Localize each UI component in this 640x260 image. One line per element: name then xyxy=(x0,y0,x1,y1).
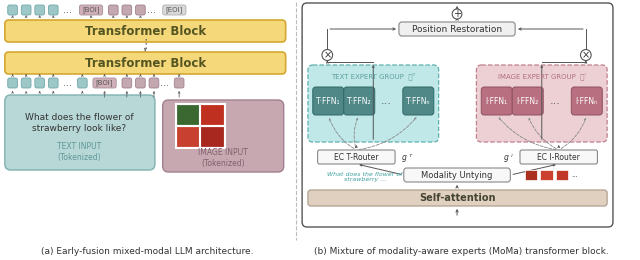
FancyBboxPatch shape xyxy=(49,5,58,15)
Text: TEXT EXPERT GROUP  𝑔ᵀ: TEXT EXPERT GROUP 𝑔ᵀ xyxy=(331,72,415,80)
FancyBboxPatch shape xyxy=(122,78,132,88)
Bar xyxy=(540,170,553,180)
Text: (b) Mixture of modality-aware experts (MoMa) transformer block.: (b) Mixture of modality-aware experts (M… xyxy=(314,248,608,257)
FancyBboxPatch shape xyxy=(344,87,375,115)
Text: ...: ... xyxy=(160,78,169,88)
FancyBboxPatch shape xyxy=(302,3,613,227)
Bar xyxy=(200,104,224,125)
FancyBboxPatch shape xyxy=(163,5,186,15)
FancyBboxPatch shape xyxy=(404,168,510,182)
FancyBboxPatch shape xyxy=(5,52,285,74)
FancyBboxPatch shape xyxy=(476,65,607,142)
Text: T·FFN₂: T·FFN₂ xyxy=(347,96,372,106)
FancyBboxPatch shape xyxy=(79,5,102,15)
FancyBboxPatch shape xyxy=(8,78,17,88)
FancyBboxPatch shape xyxy=(174,78,184,88)
Text: +: + xyxy=(453,9,461,19)
Text: ...: ... xyxy=(63,78,72,88)
FancyBboxPatch shape xyxy=(21,78,31,88)
Text: [EOI]: [EOI] xyxy=(166,6,183,13)
FancyBboxPatch shape xyxy=(77,78,87,88)
Bar xyxy=(176,104,200,125)
Text: ...: ... xyxy=(571,172,577,178)
FancyBboxPatch shape xyxy=(21,5,31,15)
FancyBboxPatch shape xyxy=(136,78,145,88)
Text: g ᵀ: g ᵀ xyxy=(402,153,412,161)
Text: What does the flower of
strawberry ...: What does the flower of strawberry ... xyxy=(327,172,403,183)
Text: IMAGE EXPERT GROUP  𝑔ᴵ: IMAGE EXPERT GROUP 𝑔ᴵ xyxy=(498,72,586,80)
FancyBboxPatch shape xyxy=(8,5,17,15)
Text: T·FFN₁: T·FFN₁ xyxy=(316,96,340,106)
Bar xyxy=(556,170,568,180)
Text: I·FFN₂: I·FFN₂ xyxy=(516,96,539,106)
Text: ×: × xyxy=(323,50,332,60)
Text: Transformer Block: Transformer Block xyxy=(84,24,206,37)
Text: [BOI]: [BOI] xyxy=(83,6,100,13)
FancyBboxPatch shape xyxy=(512,87,543,115)
Circle shape xyxy=(452,9,462,19)
FancyBboxPatch shape xyxy=(520,150,598,164)
FancyBboxPatch shape xyxy=(163,100,284,172)
FancyBboxPatch shape xyxy=(5,95,155,170)
Text: Modality Untying: Modality Untying xyxy=(421,171,493,179)
Text: TEXT INPUT
(Tokenized): TEXT INPUT (Tokenized) xyxy=(57,142,102,162)
Text: Position Restoration: Position Restoration xyxy=(412,24,502,34)
Text: g ᴵ: g ᴵ xyxy=(504,153,513,161)
Circle shape xyxy=(580,49,591,61)
Text: IMAGE INPUT
(Tokenized): IMAGE INPUT (Tokenized) xyxy=(198,148,248,168)
Text: EC T-Router: EC T-Router xyxy=(334,153,379,161)
Bar xyxy=(176,126,200,147)
FancyBboxPatch shape xyxy=(5,20,285,42)
Text: EC I-Router: EC I-Router xyxy=(538,153,580,161)
Text: ×: × xyxy=(582,50,590,60)
FancyBboxPatch shape xyxy=(572,87,602,115)
FancyBboxPatch shape xyxy=(403,87,434,115)
FancyBboxPatch shape xyxy=(149,78,159,88)
FancyBboxPatch shape xyxy=(399,22,515,36)
Text: Self-attention: Self-attention xyxy=(419,193,496,203)
FancyBboxPatch shape xyxy=(108,5,118,15)
Text: I·FFN₁: I·FFN₁ xyxy=(486,96,508,106)
FancyBboxPatch shape xyxy=(313,87,344,115)
Circle shape xyxy=(322,49,333,61)
Text: ...: ... xyxy=(63,5,72,15)
Text: ...: ... xyxy=(549,96,560,106)
FancyBboxPatch shape xyxy=(308,65,438,142)
FancyBboxPatch shape xyxy=(122,5,132,15)
Text: ...: ... xyxy=(147,5,156,15)
Text: ⋮: ⋮ xyxy=(139,37,152,50)
FancyBboxPatch shape xyxy=(136,5,145,15)
Text: ...: ... xyxy=(381,96,392,106)
Text: What does the flower of
strawberry look like?: What does the flower of strawberry look … xyxy=(25,113,134,133)
Bar xyxy=(525,170,538,180)
FancyBboxPatch shape xyxy=(35,78,45,88)
FancyBboxPatch shape xyxy=(308,190,607,206)
Text: (a) Early-fusion mixed-modal LLM architecture.: (a) Early-fusion mixed-modal LLM archite… xyxy=(41,248,253,257)
FancyBboxPatch shape xyxy=(35,5,45,15)
Text: I·FFNₙ: I·FFNₙ xyxy=(576,96,598,106)
FancyBboxPatch shape xyxy=(49,78,58,88)
Text: [BOI]: [BOI] xyxy=(96,80,113,86)
Bar xyxy=(200,126,224,147)
Text: Transformer Block: Transformer Block xyxy=(84,56,206,69)
FancyBboxPatch shape xyxy=(317,150,395,164)
FancyBboxPatch shape xyxy=(481,87,512,115)
Text: T·FFNₙ: T·FFNₙ xyxy=(406,96,431,106)
FancyBboxPatch shape xyxy=(93,78,116,88)
